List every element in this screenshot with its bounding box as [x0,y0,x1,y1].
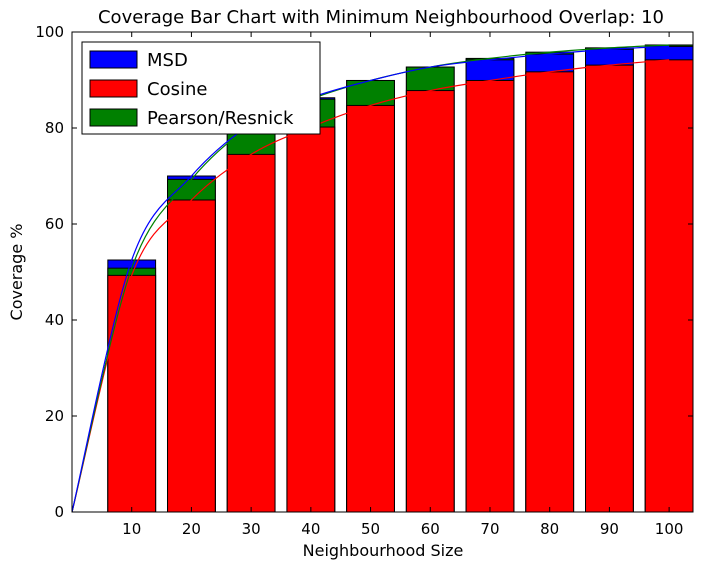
legend-swatch-msd [89,50,138,69]
x-axis-label: Neighbourhood Size [303,541,464,560]
x-tick-label-30: 30 [242,520,261,538]
line-msd [72,45,670,512]
bar-cosine-80 [525,71,575,513]
bar-cosine-50 [346,104,395,513]
bar-cosine-70 [465,79,515,513]
x-tick-label-20: 20 [182,520,201,538]
legend-label-pearson-resnick: Pearson/Resnick [147,108,294,129]
lines-group [72,44,670,512]
plot-area [72,44,694,513]
x-tick-label-50: 50 [361,520,380,538]
y-tick-label-40: 40 [45,311,64,329]
legend-label-msd: MSD [147,50,188,71]
bar-cosine-20 [167,199,216,513]
y-tick-label-80: 80 [45,119,64,137]
bar-cosine-60 [405,90,455,513]
line-cosine [72,59,670,512]
y-tick-label-100: 100 [35,23,64,41]
legend-swatch-pearson-resnick [89,108,138,127]
x-tick-label-90: 90 [600,520,619,538]
line-pearson-resnick [72,44,670,512]
bars-group [107,44,694,513]
y-axis-ticks: 0 20 40 60 80 100 [35,23,693,521]
x-tick-label-10: 10 [122,520,141,538]
bar-cosine-10 [107,274,157,513]
x-tick-label-70: 70 [480,520,499,538]
bar-cosine-40 [286,126,336,513]
x-tick-label-80: 80 [540,520,559,538]
x-axis-ticks: 10 20 30 40 50 60 70 80 90 100 [122,32,683,538]
x-tick-label-100: 100 [655,520,684,538]
x-tick-label-40: 40 [301,520,320,538]
bar-cosine-100 [644,59,694,513]
chart-title: Coverage Bar Chart with Minimum Neighbou… [98,7,664,28]
y-axis-label: Coverage % [7,224,26,321]
y-tick-label-60: 60 [45,215,64,233]
plot-frame [71,31,694,513]
x-tick-label-60: 60 [421,520,440,538]
y-tick-label-20: 20 [45,407,64,425]
y-tick-label-0: 0 [54,503,64,521]
bar-cosine-30 [226,153,276,513]
legend: MSD Cosine Pearson/Resnick [81,41,321,135]
legend-swatch-cosine [89,79,138,98]
legend-label-cosine: Cosine [147,79,207,100]
bar-cosine-90 [585,64,634,513]
